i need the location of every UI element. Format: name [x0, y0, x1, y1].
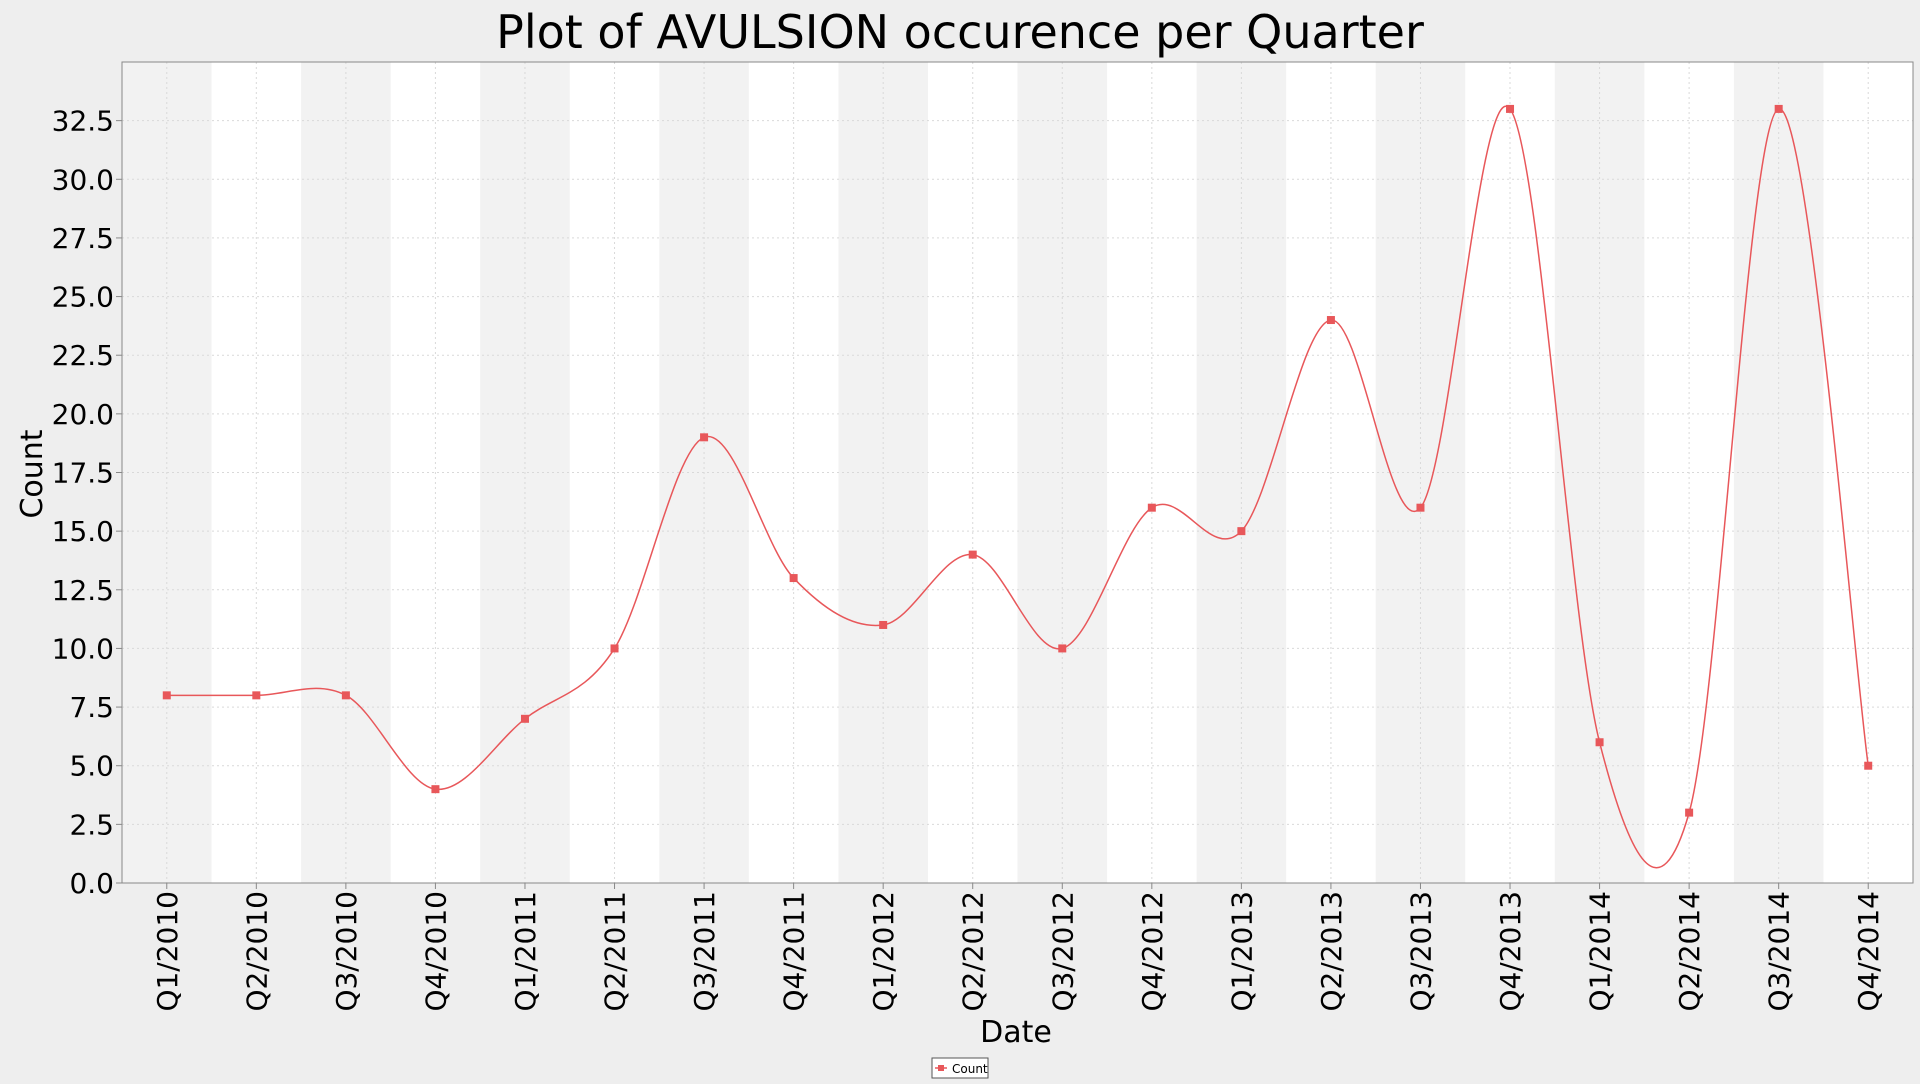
y-tick-label: 30.0 — [52, 163, 114, 196]
legend-box — [931, 1057, 989, 1079]
x-tick-label: Q4/2010 — [419, 891, 452, 1012]
y-tick-label: 7.5 — [69, 691, 114, 724]
y-tick-label: 22.5 — [52, 339, 114, 372]
legend-series-label: Count — [952, 1062, 988, 1076]
y-tick-label: 27.5 — [52, 222, 114, 255]
x-tick-label: Q4/2013 — [1494, 891, 1527, 1012]
data-point — [341, 691, 350, 700]
y-tick-label: 20.0 — [52, 398, 114, 431]
data-point — [1864, 761, 1873, 770]
data-point — [162, 691, 171, 700]
x-tick-label: Q2/2011 — [599, 891, 632, 1012]
x-tick-label: Q1/2013 — [1225, 891, 1258, 1012]
y-tick-label: 2.5 — [69, 808, 114, 841]
x-tick-label: Q1/2011 — [509, 891, 542, 1012]
x-axis-label: Date — [980, 1015, 1052, 1050]
legend: Count — [931, 1057, 989, 1079]
data-point — [520, 714, 529, 723]
data-point — [1416, 503, 1425, 512]
data-point — [1058, 644, 1067, 653]
data-point — [879, 620, 888, 629]
x-tick-label: Q4/2011 — [778, 891, 811, 1012]
y-tick-label: 32.5 — [52, 105, 114, 138]
x-tick-label: Q1/2014 — [1584, 891, 1617, 1012]
data-point — [968, 550, 977, 559]
x-tick-label: Q4/2012 — [1136, 891, 1169, 1012]
x-tick-label: Q3/2012 — [1046, 891, 1079, 1012]
data-point — [1237, 527, 1246, 536]
data-point — [431, 785, 440, 794]
y-tick-label: 10.0 — [52, 632, 114, 665]
x-tick-label: Q2/2012 — [957, 891, 990, 1012]
x-tick-label: Q2/2013 — [1315, 891, 1348, 1012]
y-tick-label: 25.0 — [52, 281, 114, 314]
data-point — [1506, 104, 1515, 113]
y-tick-label: 12.5 — [52, 574, 114, 607]
plot-area: 0.0 2.5 5.0 7.5 10.0 12.5 15.0 17.5 20.0 22.5 25.0… — [52, 61, 1914, 1012]
x-tick-label: Q1/2012 — [867, 891, 900, 1012]
y-tick-label: 15.0 — [52, 515, 114, 548]
x-tick-label: Q2/2010 — [240, 891, 273, 1012]
data-point — [1595, 738, 1604, 747]
y-tick-label: 0.0 — [69, 867, 114, 900]
data-point — [610, 644, 619, 653]
x-tick-label: Q3/2010 — [330, 891, 363, 1012]
y-axis-label: Count — [15, 429, 50, 518]
data-point — [1685, 808, 1694, 817]
data-point — [1326, 316, 1335, 325]
data-point — [1147, 503, 1156, 512]
y-tick-label: 5.0 — [69, 750, 114, 783]
legend-series-marker — [938, 1065, 944, 1071]
data-point — [252, 691, 261, 700]
x-tick-label: Q3/2011 — [688, 891, 721, 1012]
x-tick-label: Q1/2010 — [151, 891, 184, 1012]
data-point — [789, 574, 798, 583]
x-tick-label: Q2/2014 — [1673, 891, 1706, 1012]
data-point — [1774, 104, 1783, 113]
x-tick-label: Q4/2014 — [1852, 891, 1885, 1012]
data-point — [700, 433, 709, 442]
y-tick-label: 17.5 — [52, 457, 114, 490]
chart-title: Plot of AVULSION occurence per Quarter — [496, 5, 1424, 59]
x-tick-label: Q3/2014 — [1763, 891, 1796, 1012]
x-tick-label: Q3/2013 — [1404, 891, 1437, 1012]
series-line — [166, 105, 1869, 869]
